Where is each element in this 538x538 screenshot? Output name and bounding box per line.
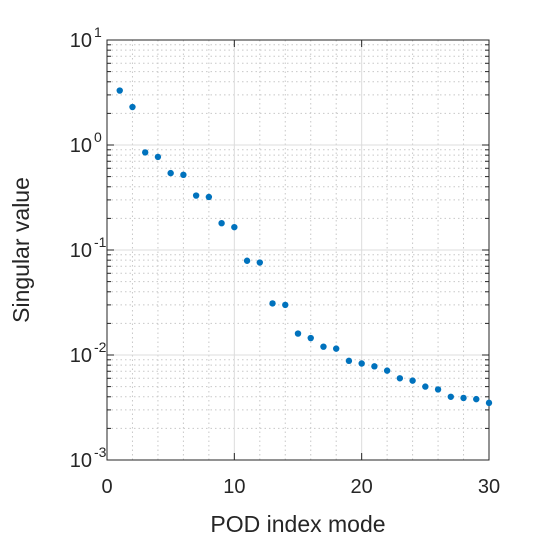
data-point <box>294 330 302 337</box>
data-point <box>282 301 289 309</box>
data-point <box>460 394 467 402</box>
y-tick-base: 10 <box>70 135 92 157</box>
y-tick-exponent: -2 <box>94 339 107 355</box>
data-point <box>116 87 123 94</box>
x-tick-label: 30 <box>478 476 500 498</box>
y-tick-label: 10 <box>70 240 92 262</box>
data-point <box>396 375 404 382</box>
data-point <box>180 171 187 179</box>
y-tick-label: 10 <box>70 450 92 472</box>
y-tick-exponent: -1 <box>94 234 107 250</box>
data-point <box>333 345 340 352</box>
data-point <box>473 395 480 403</box>
x-tick-label: 20 <box>351 476 373 498</box>
data-point <box>409 377 416 384</box>
y-tick-label: 10 <box>70 345 92 367</box>
x-tick-label: 0 <box>101 476 112 498</box>
major-grid <box>107 40 489 460</box>
data-point <box>167 169 174 177</box>
x-tick-labels: 0 10 20 30 <box>101 476 500 498</box>
y-tick-base: 10 <box>70 345 92 367</box>
data-point <box>205 193 213 201</box>
data-point <box>154 153 162 161</box>
data-point <box>218 219 225 227</box>
y-tick-base: 10 <box>70 240 92 262</box>
x-tick-label: 10 <box>223 476 245 498</box>
data-point <box>434 386 442 393</box>
data-point <box>192 192 200 199</box>
data-point <box>129 103 136 111</box>
y-tick-label: 10 <box>70 135 92 157</box>
y-tick-exponent: 1 <box>94 24 102 40</box>
y-tick-base: 10 <box>70 450 92 472</box>
data-points <box>116 87 493 407</box>
data-point <box>142 149 149 156</box>
data-point <box>358 360 365 367</box>
data-point <box>383 367 391 374</box>
data-point <box>256 259 263 266</box>
data-point <box>371 363 378 370</box>
y-tick-base: 10 <box>70 30 92 52</box>
data-point <box>422 383 429 390</box>
axis-ticks <box>106 39 490 461</box>
y-tick-exponent: 0 <box>94 129 102 145</box>
data-point <box>447 393 454 400</box>
data-point <box>269 300 276 307</box>
x-axis-label: POD index mode <box>210 511 385 537</box>
data-point <box>485 399 493 407</box>
data-point <box>320 343 327 350</box>
minor-grid <box>107 40 489 460</box>
y-axis-label: Singular value <box>8 177 34 323</box>
y-tick-exponent: -3 <box>94 444 107 460</box>
data-point <box>243 257 251 264</box>
data-point <box>231 223 238 231</box>
data-point <box>307 334 314 342</box>
data-point <box>345 357 353 365</box>
y-tick-label: 10 <box>70 30 92 52</box>
